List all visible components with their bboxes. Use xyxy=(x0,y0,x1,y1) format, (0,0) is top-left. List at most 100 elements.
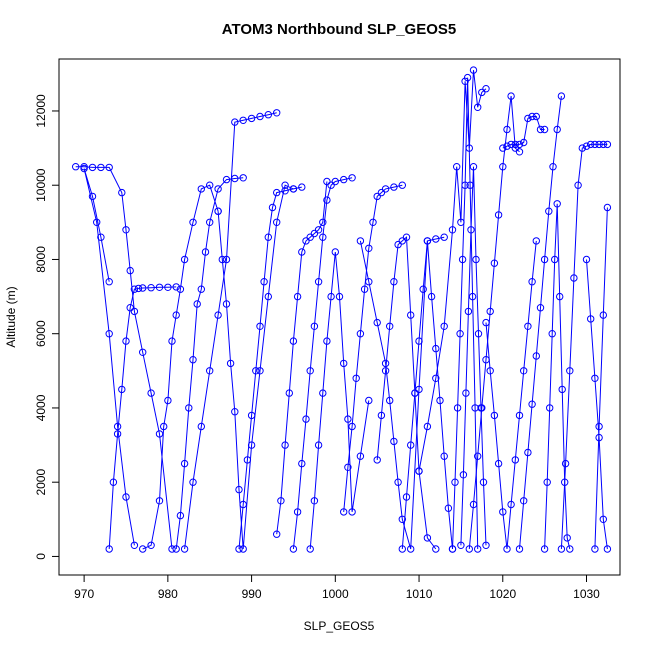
data-point xyxy=(247,411,256,420)
data-point xyxy=(520,367,528,375)
data-point xyxy=(235,545,243,553)
data-point xyxy=(402,233,411,241)
data-point xyxy=(478,404,486,412)
series-layer xyxy=(72,66,612,553)
data-point xyxy=(306,233,314,241)
data-point xyxy=(494,211,503,219)
data-point xyxy=(235,485,243,494)
data-point xyxy=(277,497,285,505)
data-point xyxy=(323,196,331,204)
data-point xyxy=(126,266,134,275)
data-point xyxy=(398,237,406,245)
data-point xyxy=(231,408,239,416)
data-point xyxy=(511,456,519,464)
data-point xyxy=(528,112,536,121)
data-point xyxy=(180,459,189,468)
data-point xyxy=(386,322,394,330)
data-point xyxy=(155,283,164,291)
data-point xyxy=(561,459,570,468)
data-point xyxy=(302,415,310,423)
y-tick-label: 10000 xyxy=(34,168,48,202)
data-point xyxy=(113,422,122,431)
data-point xyxy=(222,175,231,184)
data-point xyxy=(373,318,381,327)
data-point xyxy=(147,284,155,292)
data-point xyxy=(453,404,462,412)
data-point xyxy=(515,140,524,149)
series-line xyxy=(359,236,445,550)
data-point xyxy=(465,545,473,553)
data-point xyxy=(93,218,101,227)
data-point xyxy=(528,400,536,408)
data-point xyxy=(482,318,490,327)
data-point xyxy=(474,452,482,460)
data-point xyxy=(239,545,247,553)
data-point xyxy=(356,330,365,338)
data-point xyxy=(540,125,549,134)
data-point xyxy=(558,385,566,394)
data-point xyxy=(478,88,486,97)
data-point xyxy=(189,356,197,364)
series-line xyxy=(292,177,353,550)
data-point xyxy=(340,508,348,516)
data-point xyxy=(256,112,264,121)
data-point xyxy=(520,138,528,147)
data-point xyxy=(105,278,113,286)
data-point xyxy=(126,304,134,312)
data-point xyxy=(298,183,306,191)
data-point xyxy=(474,330,483,338)
data-point xyxy=(432,235,440,243)
data-point xyxy=(264,292,272,301)
data-point xyxy=(340,359,348,368)
data-point xyxy=(273,218,281,227)
data-point xyxy=(603,203,612,212)
data-point xyxy=(247,114,256,123)
data-point xyxy=(448,226,457,234)
y-tick-label: 2000 xyxy=(34,469,48,496)
data-point xyxy=(432,545,440,553)
data-point xyxy=(273,188,281,197)
data-point xyxy=(147,389,155,397)
data-point xyxy=(582,142,591,150)
data-point xyxy=(365,278,373,286)
data-point xyxy=(603,140,612,149)
data-point xyxy=(310,322,319,330)
data-point xyxy=(160,422,168,431)
data-point xyxy=(503,142,511,150)
series-line xyxy=(238,186,302,550)
data-point xyxy=(386,396,394,405)
data-point xyxy=(415,385,423,394)
data-point xyxy=(511,144,519,152)
data-point xyxy=(314,278,323,286)
data-point xyxy=(553,125,561,134)
data-point xyxy=(377,411,386,420)
data-point xyxy=(139,545,147,553)
data-point xyxy=(348,174,356,182)
data-point xyxy=(314,441,323,449)
data-point xyxy=(264,111,272,119)
data-point xyxy=(298,248,306,256)
data-point xyxy=(319,389,327,397)
data-point xyxy=(197,185,206,193)
data-point xyxy=(570,274,578,282)
x-tick-label: 990 xyxy=(242,587,262,601)
x-axis: 970 980 990 1000 1010 1020 1030 xyxy=(74,574,600,601)
data-point xyxy=(289,185,298,193)
series-line xyxy=(401,240,453,550)
data-point xyxy=(348,508,356,516)
data-point xyxy=(193,300,201,308)
data-point xyxy=(407,311,415,319)
data-point xyxy=(402,493,411,501)
data-point xyxy=(591,374,599,382)
data-point xyxy=(323,337,331,345)
data-point xyxy=(448,545,457,553)
data-point xyxy=(302,237,310,245)
data-point xyxy=(97,163,105,172)
data-point xyxy=(551,255,559,264)
data-point xyxy=(440,322,448,330)
x-tick-label: 980 xyxy=(158,587,178,601)
data-point xyxy=(532,352,540,360)
data-point xyxy=(214,207,222,215)
data-point xyxy=(507,92,515,100)
data-point xyxy=(365,244,373,253)
